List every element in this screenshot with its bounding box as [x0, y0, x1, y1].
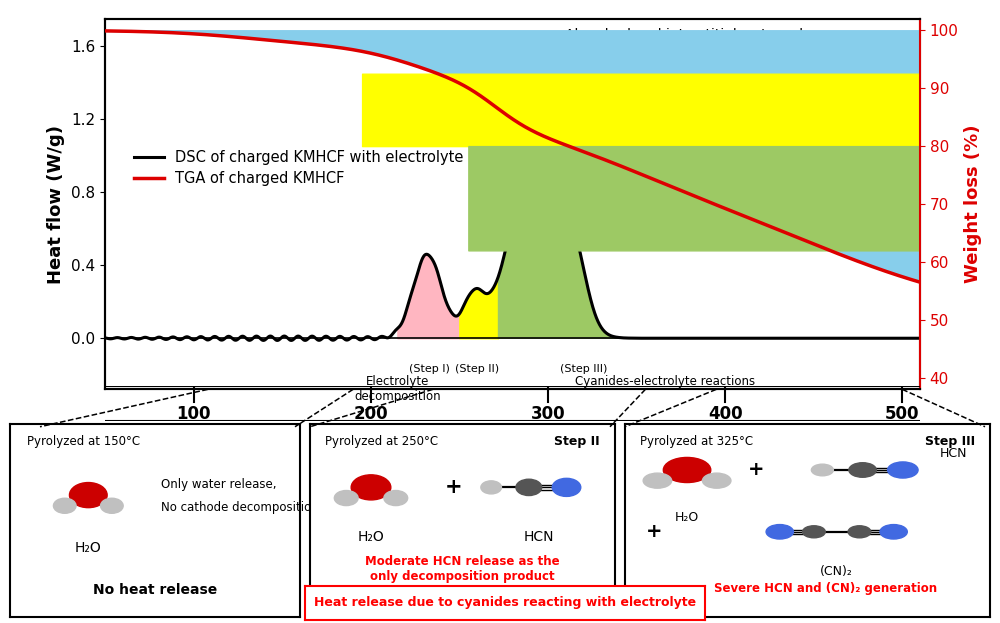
Text: Pyrolyzed at 250°C: Pyrolyzed at 250°C: [325, 435, 438, 448]
Circle shape: [880, 525, 907, 539]
Text: HCN: HCN: [940, 447, 967, 460]
Text: Absorbed and interstitial water release: Absorbed and interstitial water release: [565, 28, 836, 42]
Text: Heat release due to cyanides reacting with electrolyte: Heat release due to cyanides reacting wi…: [314, 596, 696, 609]
Text: 200: 200: [353, 405, 388, 423]
Text: 100: 100: [176, 405, 211, 423]
Text: Pyrolyzed at 150°C: Pyrolyzed at 150°C: [27, 435, 141, 448]
Text: HCN release (Step II): HCN release (Step II): [565, 76, 710, 90]
Y-axis label: Heat flow (W/g): Heat flow (W/g): [47, 125, 65, 283]
Text: Only water release,: Only water release,: [161, 478, 276, 491]
Text: Electrolyte
decomposition: Electrolyte decomposition: [354, 375, 441, 402]
Text: +: +: [646, 522, 662, 541]
Circle shape: [384, 490, 408, 506]
Circle shape: [516, 479, 542, 495]
Text: 400: 400: [708, 405, 742, 423]
Circle shape: [53, 498, 76, 513]
Text: No cathode decomposition: No cathode decomposition: [161, 501, 319, 514]
Circle shape: [766, 525, 793, 539]
Circle shape: [849, 463, 876, 477]
Circle shape: [643, 473, 672, 488]
Circle shape: [481, 481, 501, 494]
Text: +: +: [748, 460, 765, 480]
Circle shape: [803, 526, 825, 538]
Text: 300: 300: [531, 405, 565, 423]
Circle shape: [663, 457, 711, 483]
Text: H₂O: H₂O: [358, 530, 384, 544]
Circle shape: [888, 462, 918, 478]
Circle shape: [552, 478, 581, 497]
Circle shape: [101, 498, 123, 513]
Legend: DSC of charged KMHCF with electrolyte, TGA of charged KMHCF: DSC of charged KMHCF with electrolyte, T…: [129, 145, 469, 192]
Circle shape: [351, 475, 391, 500]
Text: Severe HCN and (CN)₂ generation: Severe HCN and (CN)₂ generation: [714, 582, 937, 595]
Circle shape: [702, 473, 731, 488]
Text: Moderate HCN release as the
only decomposition product: Moderate HCN release as the only decompo…: [365, 555, 560, 583]
Text: Temperature °C: Temperature °C: [427, 439, 598, 459]
Text: (Step II): (Step II): [455, 364, 499, 374]
Text: +: +: [445, 477, 462, 497]
Text: HCN: HCN: [524, 530, 554, 544]
Circle shape: [848, 526, 871, 538]
Text: Pyrolyzed at 325°C: Pyrolyzed at 325°C: [640, 435, 753, 448]
Text: No heat release: No heat release: [93, 584, 217, 597]
Y-axis label: Weight loss (%): Weight loss (%): [964, 125, 982, 283]
Text: H₂O: H₂O: [675, 510, 699, 523]
Circle shape: [69, 483, 107, 508]
Circle shape: [811, 464, 833, 476]
Text: H₂O: H₂O: [75, 541, 102, 556]
Text: (Step I): (Step I): [409, 364, 450, 374]
Text: HCN and (CN)₂ release (Step III): HCN and (CN)₂ release (Step III): [565, 135, 786, 150]
Circle shape: [334, 490, 358, 506]
Text: Step III: Step III: [925, 435, 975, 448]
Text: 500: 500: [885, 405, 920, 423]
Text: Step II: Step II: [554, 435, 600, 448]
Text: (CN)₂: (CN)₂: [820, 564, 853, 578]
Text: (Step III): (Step III): [560, 364, 607, 374]
Text: Cyanides-electrolyte reactions: Cyanides-electrolyte reactions: [575, 375, 755, 388]
